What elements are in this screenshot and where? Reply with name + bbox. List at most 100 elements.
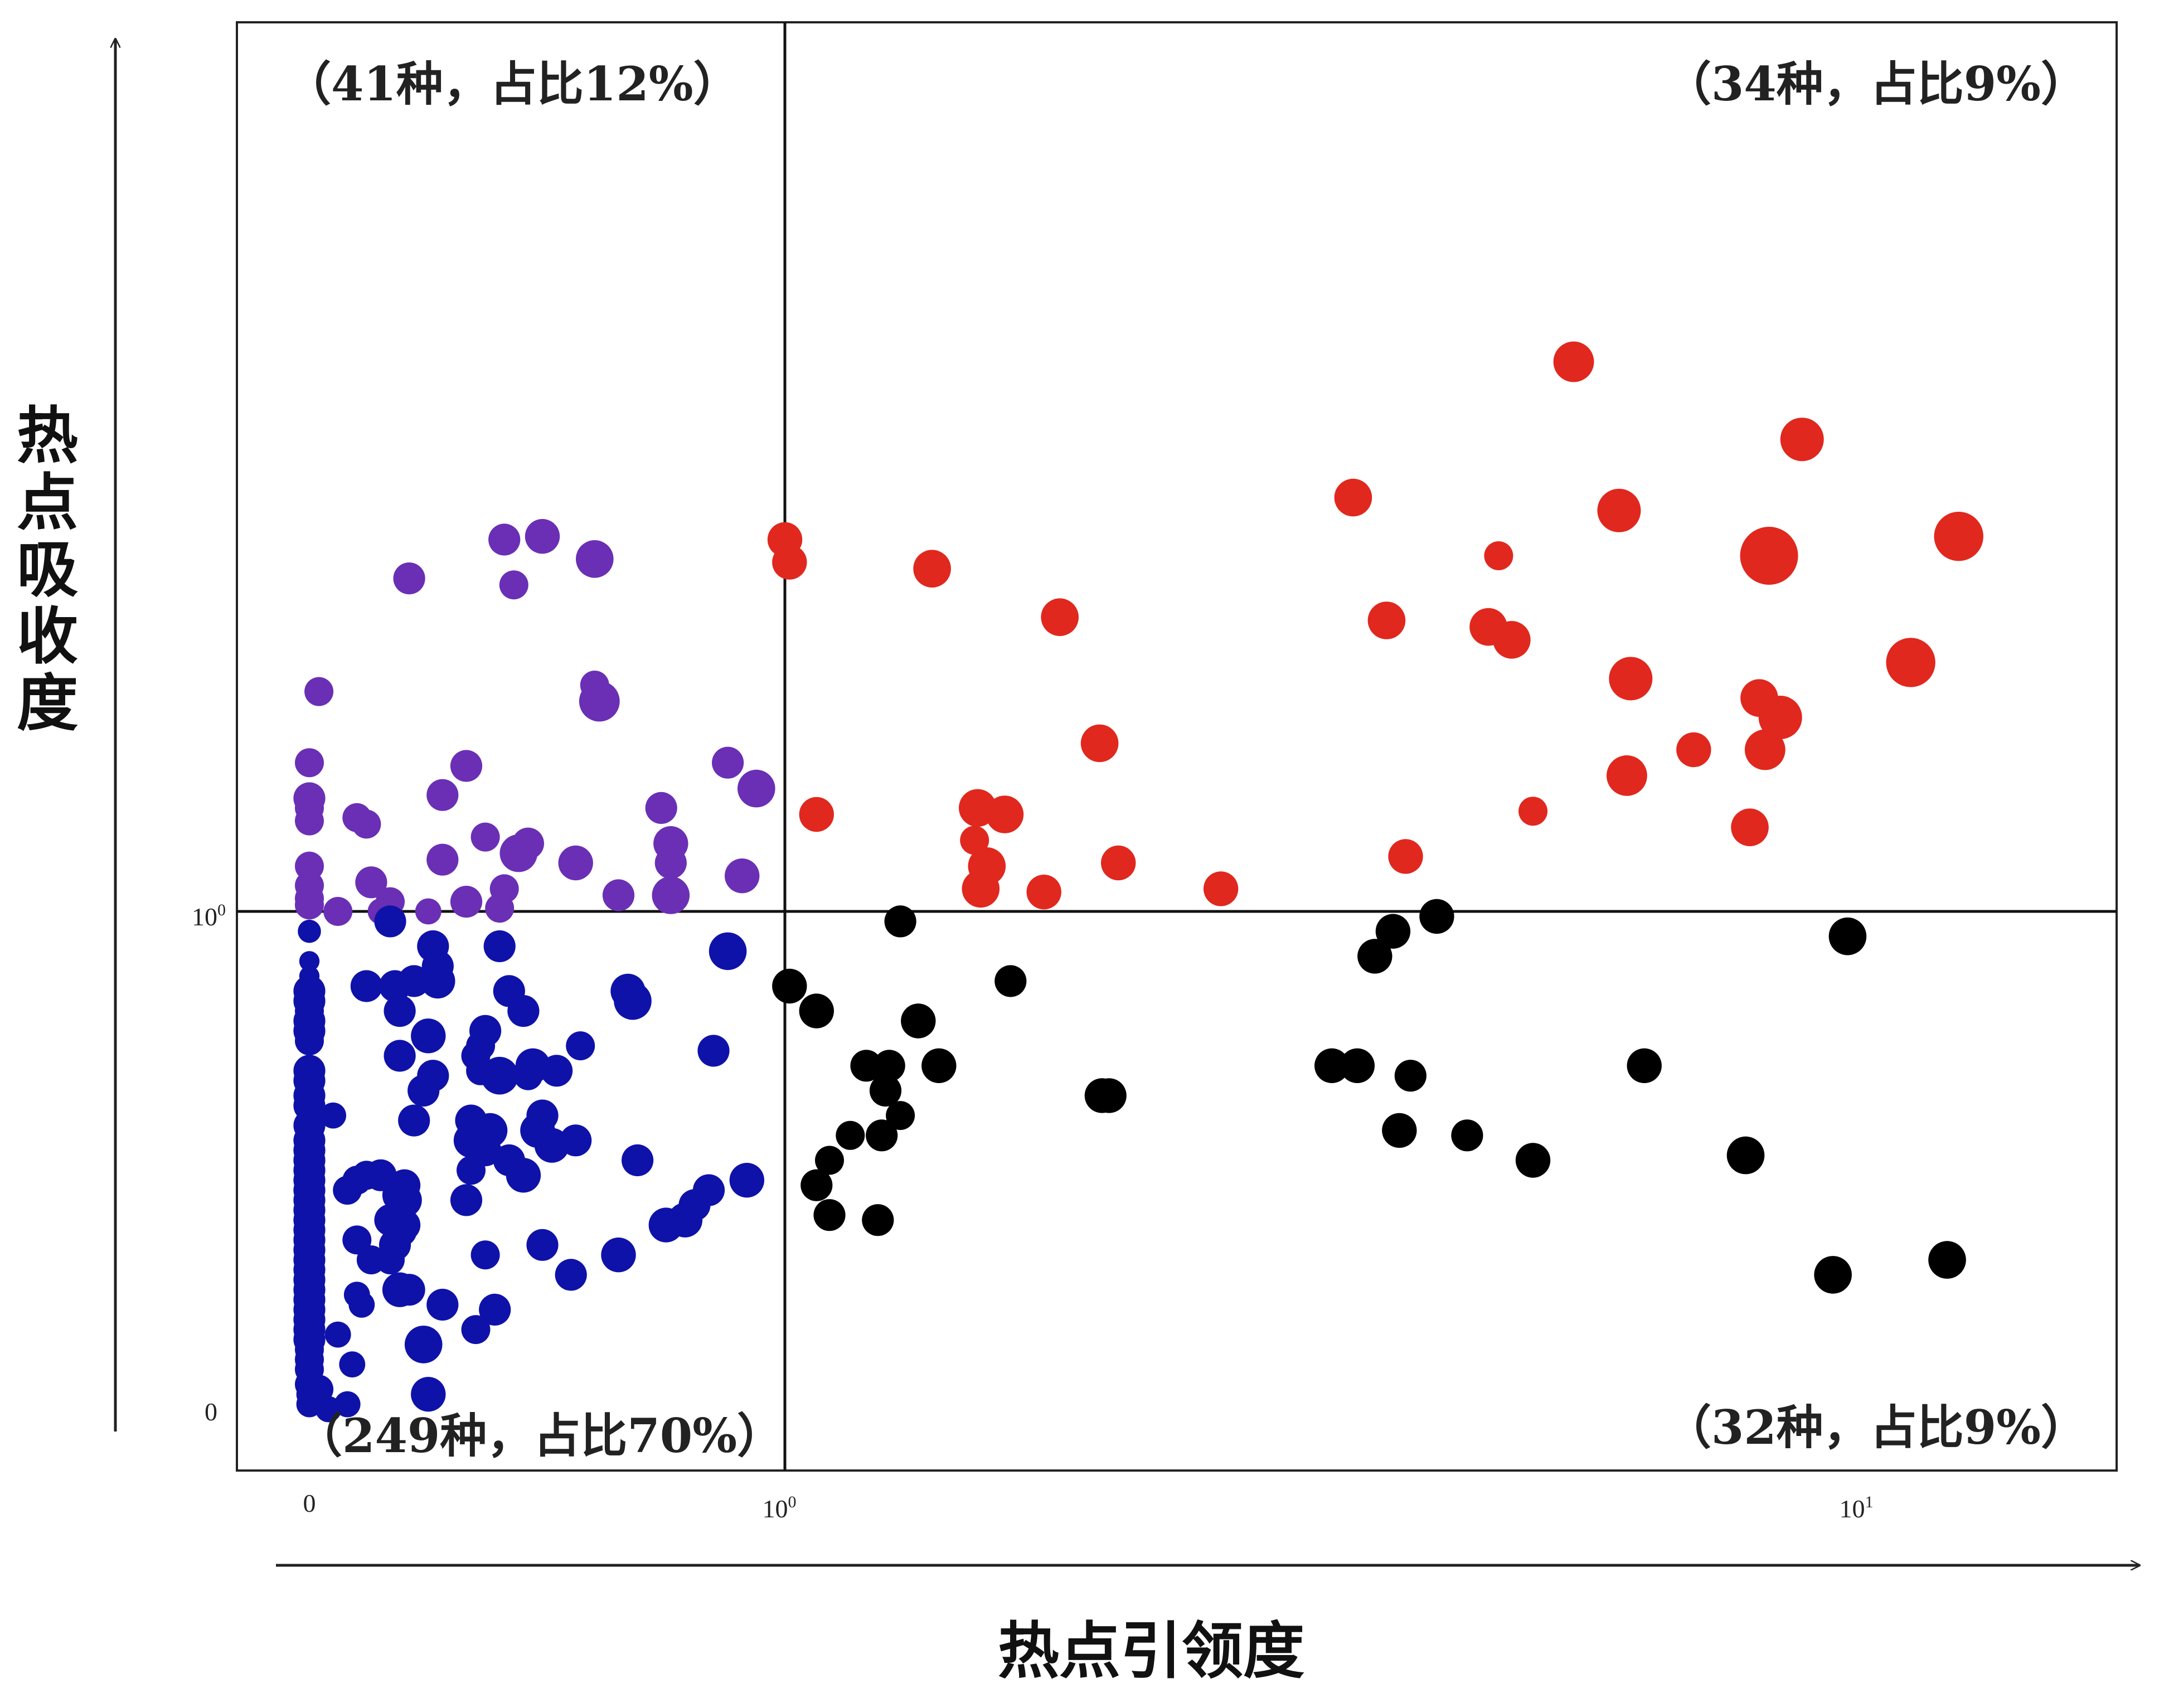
scatter-point-top-left [450, 750, 483, 782]
scatter-point-bottom-right [813, 1199, 846, 1231]
scatter-point-bottom-right [799, 993, 835, 1028]
scatter-point-top-right [1493, 621, 1531, 659]
scatter-point-bottom-right [800, 1169, 833, 1201]
scatter-point-bottom-left [398, 1104, 430, 1137]
scatter-point-bottom-right [1091, 1078, 1127, 1113]
scatter-point-top-right [1026, 875, 1061, 910]
scatter-point-bottom-right [1627, 1048, 1662, 1084]
scatter-point-top-right [1676, 732, 1711, 768]
scatter-point-bottom-left [339, 1351, 366, 1378]
scatter-point-bottom-right [1814, 1256, 1852, 1294]
scatter-point-top-right [772, 545, 807, 580]
scatter-point-bottom-left [384, 1040, 416, 1072]
scatter-point-bottom-right [836, 1120, 865, 1150]
scatter-point-bottom-left [560, 1124, 592, 1157]
scatter-point-bottom-left [648, 1207, 684, 1243]
scatter-point-top-right [1607, 755, 1647, 796]
scatter-point-top-left [645, 792, 677, 824]
scatter-point-top-left [499, 570, 528, 600]
scatter-point-bottom-left [526, 1229, 559, 1261]
scatter-point-bottom-left [374, 905, 406, 938]
scatter-point-bottom-left [457, 1156, 486, 1185]
scatter-point-top-left [304, 677, 334, 706]
scatter-point-top-left [295, 748, 324, 778]
scatter-point-top-right [1744, 729, 1786, 770]
scatter-point-top-left [295, 890, 324, 920]
scatter-point-bottom-left [470, 1240, 500, 1270]
scatter-point-bottom-left [426, 1288, 459, 1321]
scatter-point-bottom-left [295, 1026, 324, 1056]
points-layer [293, 341, 1983, 1423]
scatter-point-top-right [799, 797, 835, 832]
scatter-point-bottom-left [315, 1396, 342, 1423]
scatter-point-top-left [488, 523, 521, 556]
scatter-point-bottom-left [566, 1031, 595, 1061]
scatter-point-bottom-left [450, 1184, 483, 1216]
scatter-point-top-left [579, 681, 620, 722]
scatter-point-bottom-left [614, 982, 652, 1020]
scatter-point-bottom-left [507, 995, 540, 1027]
scatter-point-bottom-left [466, 1056, 496, 1085]
scatter-point-bottom-right [815, 1146, 844, 1175]
scatter-point-bottom-right [886, 1101, 915, 1130]
scatter-point-top-left [652, 876, 690, 914]
scatter-point-top-right [1934, 512, 1983, 561]
scatter-point-bottom-right [1515, 1143, 1551, 1178]
scatter-point-top-left [725, 858, 760, 894]
scatter-point-bottom-right [1340, 1048, 1375, 1084]
scatter-point-top-left [602, 879, 635, 911]
scatter-point-top-right [1041, 598, 1079, 636]
scatter-point-top-left [499, 834, 538, 872]
scatter-point-bottom-right [1451, 1119, 1483, 1152]
scatter-point-bottom-left [729, 1163, 765, 1198]
scatter-point-bottom-left [333, 1176, 362, 1205]
scatter-point-bottom-left [697, 1035, 730, 1067]
scatter-point-top-right [1597, 488, 1641, 532]
x-tick-label-2: 101 [1840, 1493, 1874, 1523]
scatter-point-top-left [355, 866, 387, 899]
scatter-point-bottom-right [1357, 939, 1393, 974]
quadrant-label-bottom-right: （32种，占比9%） [1665, 1400, 2088, 1455]
scatter-point-top-left [450, 886, 483, 918]
y-tick-label-0: 0 [205, 1398, 217, 1426]
scatter-point-top-right [1080, 724, 1119, 763]
scatter-point-bottom-right [921, 1048, 957, 1084]
quadrant-label-top-left: （41种，占比12%） [284, 56, 740, 111]
scatter-point-top-right [1886, 638, 1935, 687]
scatter-point-bottom-right [901, 1003, 936, 1039]
scatter-point-bottom-right [1375, 914, 1411, 949]
scatter-point-bottom-left [622, 1144, 654, 1177]
scatter-point-bottom-left [320, 1102, 346, 1129]
scatter-point-top-right [1609, 657, 1653, 701]
scatter-point-bottom-right [1394, 1060, 1427, 1092]
scatter-point-bottom-right [1928, 1241, 1966, 1279]
scatter-point-bottom-right [1726, 1136, 1765, 1175]
scatter-point-top-right [1388, 839, 1423, 874]
scatter-point-bottom-right [869, 1074, 902, 1107]
scatter-point-top-right [960, 826, 989, 855]
scatter-point-top-right [1740, 527, 1798, 585]
quadrant-label-bottom-left: （249种，占比70%） [295, 1408, 784, 1463]
scatter-point-bottom-right [772, 968, 807, 1004]
scatter-point-bottom-left [601, 1238, 636, 1273]
scatter-point-top-left [393, 562, 425, 595]
scatter-point-bottom-right [1419, 899, 1454, 934]
y-tick-label-1: 100 [192, 901, 226, 931]
scatter-point-top-right [1334, 478, 1372, 517]
scatter-point-top-right [962, 870, 1000, 908]
scatter-point-top-left [558, 845, 593, 881]
scatter-point-bottom-left [461, 1315, 491, 1345]
scatter-point-top-right [1203, 871, 1239, 906]
scatter-point-top-right [1101, 845, 1136, 881]
scatter-point-bottom-left [411, 1377, 446, 1412]
scatter-point-top-left [576, 540, 614, 578]
scatter-point-top-left [525, 519, 560, 554]
scatter-point-bottom-left [393, 1274, 425, 1306]
scatter-point-bottom-left [411, 1018, 446, 1054]
scatter-point-bottom-left [483, 930, 516, 963]
scatter-point-top-right [1780, 418, 1824, 462]
plot-frame [236, 21, 2118, 1472]
x-tick-label-0: 0 [303, 1489, 316, 1517]
scatter-point-bottom-left [506, 1158, 541, 1193]
